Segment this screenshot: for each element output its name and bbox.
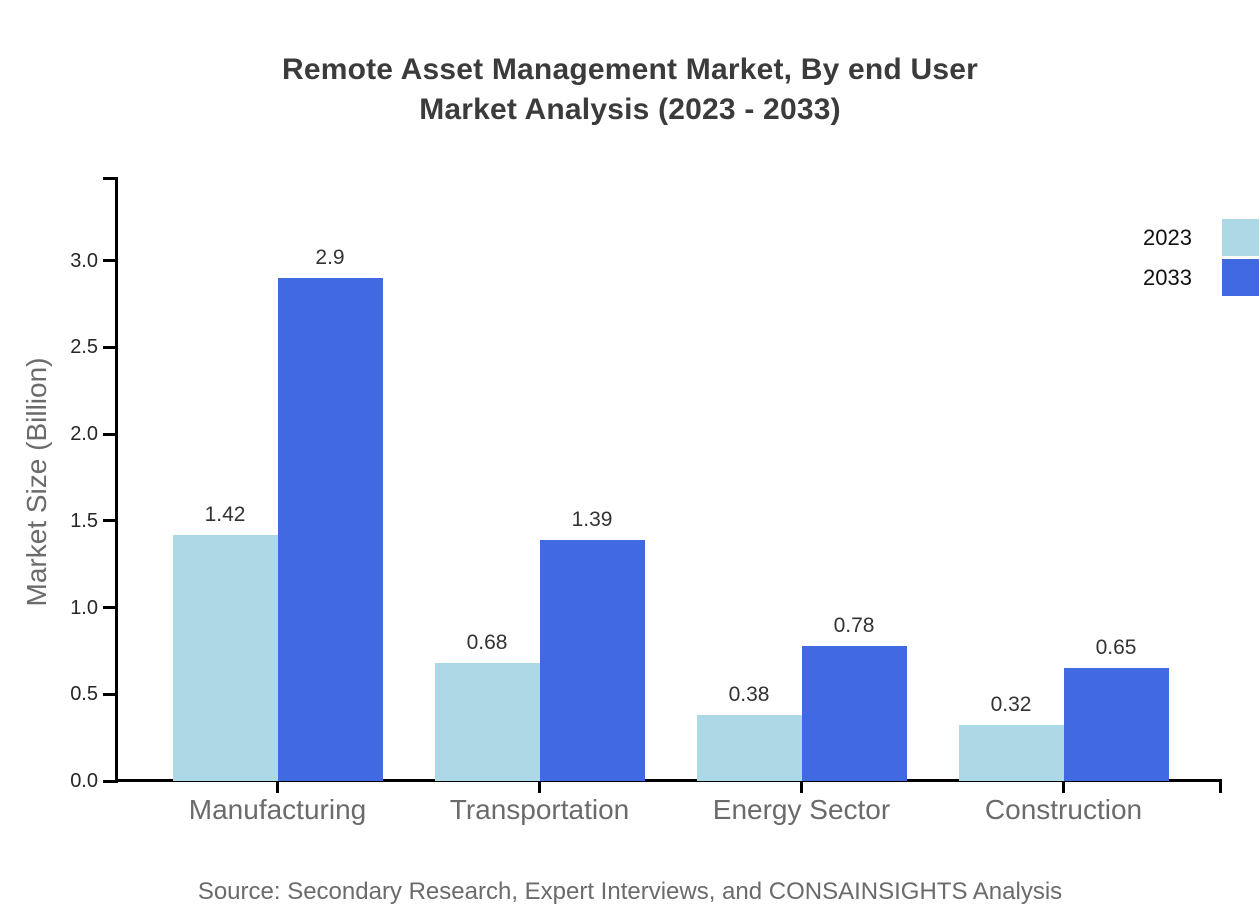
bar-value-2033-construction: 0.65 (1095, 636, 1137, 659)
bar-2023-manufacturing (172, 535, 278, 781)
y-tick (103, 779, 115, 783)
bar-value-2023-manufacturing: 1.42 (204, 503, 246, 526)
y-tick-label: 1.5 (70, 509, 98, 532)
bar-value-2033-manufacturing: 2.9 (315, 246, 345, 269)
y-axis-title: Market Size (Billion) (21, 357, 52, 607)
bar-2033-manufacturing (277, 278, 383, 781)
legend-item-2033: 2033 (1130, 259, 1259, 296)
chart-title: Remote Asset Management Market, By end U… (0, 50, 1260, 130)
x-tick (1062, 782, 1065, 793)
x-tick (276, 782, 279, 793)
bar-value-2023-transportation: 0.68 (466, 631, 508, 654)
legend-swatch-2033 (1222, 259, 1259, 296)
y-axis-end-cap (103, 177, 116, 180)
y-tick-label: 2.5 (70, 336, 98, 359)
legend-label-2023: 2023 (1143, 224, 1192, 250)
x-tick (800, 782, 803, 793)
y-tick (103, 692, 115, 696)
legend-item-2023: 2023 (1130, 219, 1259, 256)
y-tick-label: 3.0 (70, 249, 98, 272)
y-tick-label: 2.0 (70, 423, 98, 445)
x-axis-end-cap (1219, 779, 1222, 793)
y-tick (103, 259, 115, 262)
legend-label-2033: 2033 (1143, 264, 1192, 290)
bar-value-2033-transportation: 1.39 (571, 508, 613, 531)
x-axis-line (115, 779, 1222, 782)
x-axis-label-transportation: Transportation (449, 794, 630, 825)
bar-2023-construction (958, 725, 1064, 781)
bar-2033-transportation (539, 540, 645, 781)
x-tick (538, 782, 541, 793)
x-axis-label-manufacturing: Manufacturing (188, 794, 367, 825)
bar-2023-transportation (434, 663, 540, 781)
y-tick-label: 0.5 (70, 683, 98, 706)
y-tick (103, 606, 115, 609)
bar-2033-construction (1063, 668, 1169, 781)
y-tick-label: 1.0 (70, 596, 98, 619)
bar-value-2023-construction: 0.32 (990, 693, 1032, 716)
chart-title-line1: Remote Asset Management Market, By end U… (281, 53, 979, 86)
y-tick (103, 519, 115, 523)
y-tick (103, 432, 115, 436)
source-note: Source: Secondary Research, Expert Inter… (197, 878, 1063, 905)
chart-title-line2: Market Analysis (2023 - 2033) (419, 93, 841, 126)
y-axis-line (115, 177, 118, 783)
bar-2023-energy-sector (696, 715, 802, 781)
x-axis-label-energy-sector: Energy Sector (712, 794, 891, 825)
legend: 2023 2033 (1130, 219, 1259, 299)
legend-swatch-2023 (1222, 219, 1259, 256)
y-tick (103, 345, 115, 349)
bar-value-2023-energy-sector: 0.38 (728, 683, 770, 706)
bar-2033-energy-sector (801, 646, 907, 781)
bar-value-2033-energy-sector: 0.78 (833, 614, 875, 637)
y-tick-label: 0.0 (70, 770, 98, 792)
x-axis-label-construction: Construction (984, 794, 1143, 825)
